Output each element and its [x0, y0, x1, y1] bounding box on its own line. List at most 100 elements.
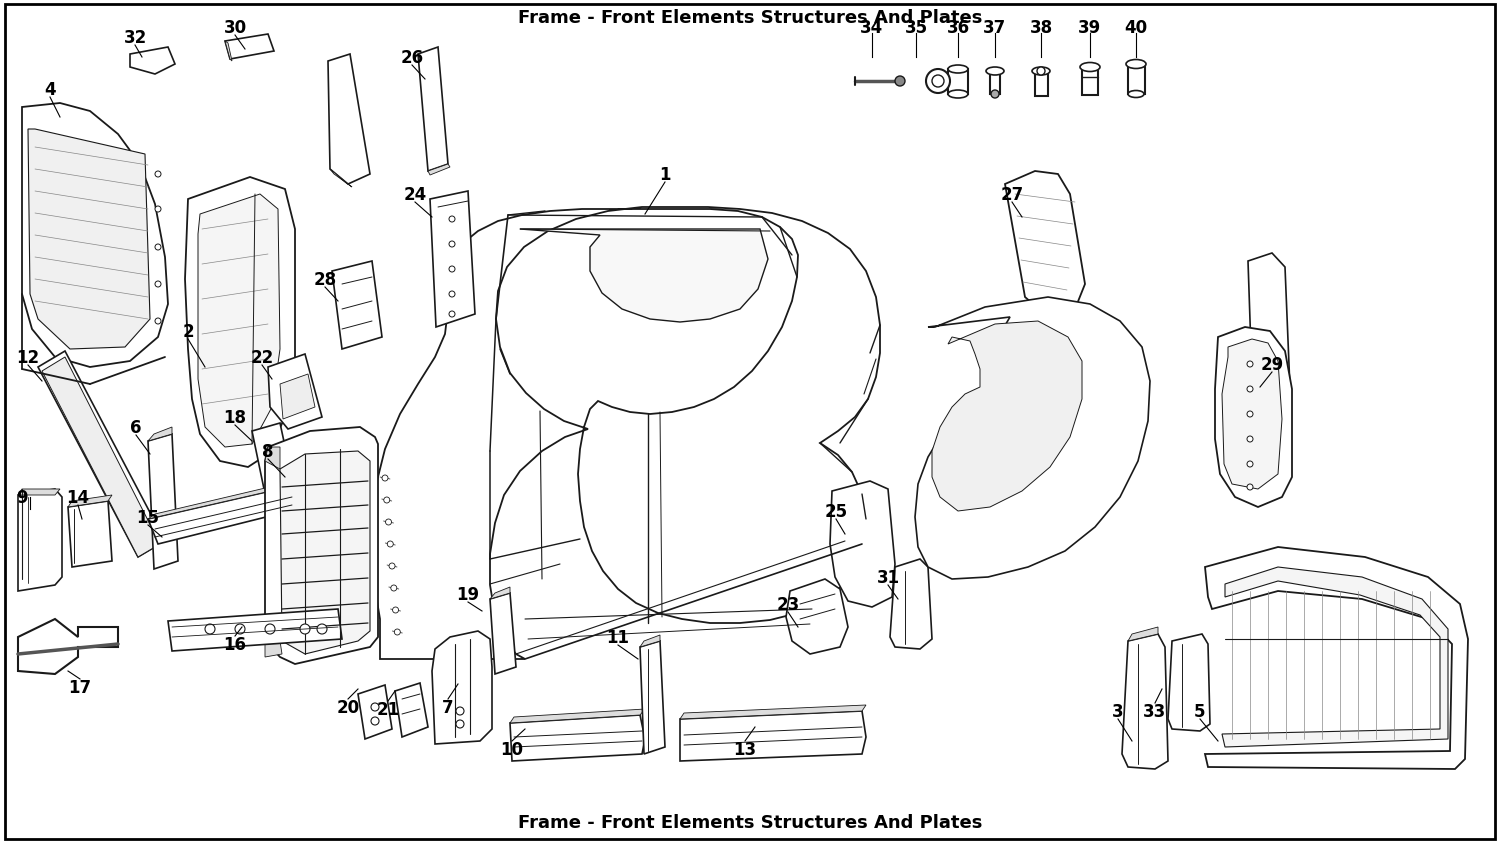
- Circle shape: [448, 311, 454, 317]
- Text: 39: 39: [1078, 19, 1101, 37]
- Polygon shape: [252, 424, 292, 490]
- Circle shape: [448, 241, 454, 247]
- Circle shape: [384, 497, 390, 503]
- Circle shape: [154, 319, 160, 325]
- Polygon shape: [266, 428, 378, 664]
- Polygon shape: [148, 488, 298, 544]
- Ellipse shape: [1128, 91, 1144, 99]
- Circle shape: [370, 703, 380, 711]
- Polygon shape: [184, 178, 296, 468]
- Ellipse shape: [948, 66, 968, 74]
- Text: 22: 22: [251, 349, 273, 366]
- Circle shape: [206, 625, 214, 634]
- Polygon shape: [990, 72, 1000, 95]
- Polygon shape: [915, 298, 1150, 579]
- Polygon shape: [680, 711, 865, 761]
- Circle shape: [448, 217, 454, 223]
- Polygon shape: [1248, 254, 1290, 402]
- Polygon shape: [490, 587, 510, 599]
- Polygon shape: [148, 481, 296, 519]
- Polygon shape: [1005, 172, 1084, 317]
- Circle shape: [456, 720, 464, 728]
- Polygon shape: [830, 481, 896, 608]
- Circle shape: [236, 625, 244, 634]
- Polygon shape: [358, 685, 392, 739]
- Text: 6: 6: [130, 419, 142, 436]
- Text: 35: 35: [904, 19, 927, 37]
- Text: 20: 20: [336, 698, 360, 717]
- Text: 25: 25: [825, 502, 848, 521]
- Polygon shape: [280, 375, 315, 419]
- Circle shape: [154, 172, 160, 178]
- Circle shape: [1246, 387, 1252, 392]
- Polygon shape: [490, 593, 516, 674]
- Polygon shape: [1035, 72, 1048, 97]
- Circle shape: [393, 608, 399, 614]
- Polygon shape: [68, 495, 112, 507]
- Polygon shape: [890, 560, 932, 649]
- Polygon shape: [280, 452, 370, 654]
- Ellipse shape: [1032, 68, 1050, 76]
- Circle shape: [1246, 436, 1252, 442]
- Ellipse shape: [1126, 61, 1146, 69]
- Text: 31: 31: [876, 568, 900, 587]
- Circle shape: [154, 207, 160, 213]
- Text: 5: 5: [1194, 702, 1206, 720]
- Text: 34: 34: [861, 19, 883, 37]
- Text: 1: 1: [658, 165, 670, 184]
- Polygon shape: [680, 706, 865, 719]
- Polygon shape: [1168, 634, 1210, 731]
- Text: 26: 26: [400, 49, 423, 67]
- Text: 30: 30: [224, 19, 246, 37]
- Ellipse shape: [1080, 63, 1100, 73]
- Circle shape: [266, 625, 274, 634]
- Text: 32: 32: [123, 29, 147, 47]
- Polygon shape: [1128, 627, 1158, 641]
- Polygon shape: [148, 435, 178, 570]
- Circle shape: [926, 70, 950, 94]
- Text: 37: 37: [984, 19, 1006, 37]
- Circle shape: [1246, 462, 1252, 468]
- Text: 15: 15: [136, 508, 159, 527]
- Circle shape: [1246, 412, 1252, 418]
- Circle shape: [392, 585, 398, 592]
- Polygon shape: [394, 683, 427, 737]
- Polygon shape: [148, 428, 172, 441]
- Circle shape: [370, 717, 380, 725]
- Polygon shape: [130, 48, 176, 75]
- Circle shape: [1036, 68, 1046, 76]
- Text: 18: 18: [224, 408, 246, 426]
- Text: 38: 38: [1029, 19, 1053, 37]
- Circle shape: [456, 707, 464, 715]
- Polygon shape: [28, 130, 150, 349]
- Polygon shape: [1128, 65, 1144, 95]
- Polygon shape: [22, 104, 168, 368]
- Text: 14: 14: [66, 489, 90, 506]
- Polygon shape: [430, 192, 476, 327]
- Polygon shape: [18, 619, 118, 674]
- Text: 40: 40: [1125, 19, 1148, 37]
- Circle shape: [932, 76, 944, 88]
- Polygon shape: [1222, 567, 1448, 747]
- Polygon shape: [1204, 548, 1468, 769]
- Circle shape: [394, 630, 400, 636]
- Polygon shape: [427, 165, 450, 176]
- Polygon shape: [520, 230, 768, 322]
- Text: 7: 7: [442, 698, 454, 717]
- Polygon shape: [372, 208, 880, 659]
- Polygon shape: [38, 352, 165, 557]
- Circle shape: [992, 91, 999, 99]
- Text: 3: 3: [1112, 702, 1124, 720]
- Circle shape: [382, 475, 388, 481]
- Polygon shape: [330, 170, 352, 187]
- Polygon shape: [419, 48, 448, 172]
- Circle shape: [896, 77, 904, 87]
- Polygon shape: [328, 55, 370, 185]
- Text: 8: 8: [262, 442, 274, 461]
- Polygon shape: [932, 322, 1082, 511]
- Text: 33: 33: [1143, 702, 1167, 720]
- Polygon shape: [332, 262, 382, 349]
- Polygon shape: [42, 358, 160, 557]
- Text: 17: 17: [69, 679, 92, 696]
- Polygon shape: [1122, 634, 1168, 769]
